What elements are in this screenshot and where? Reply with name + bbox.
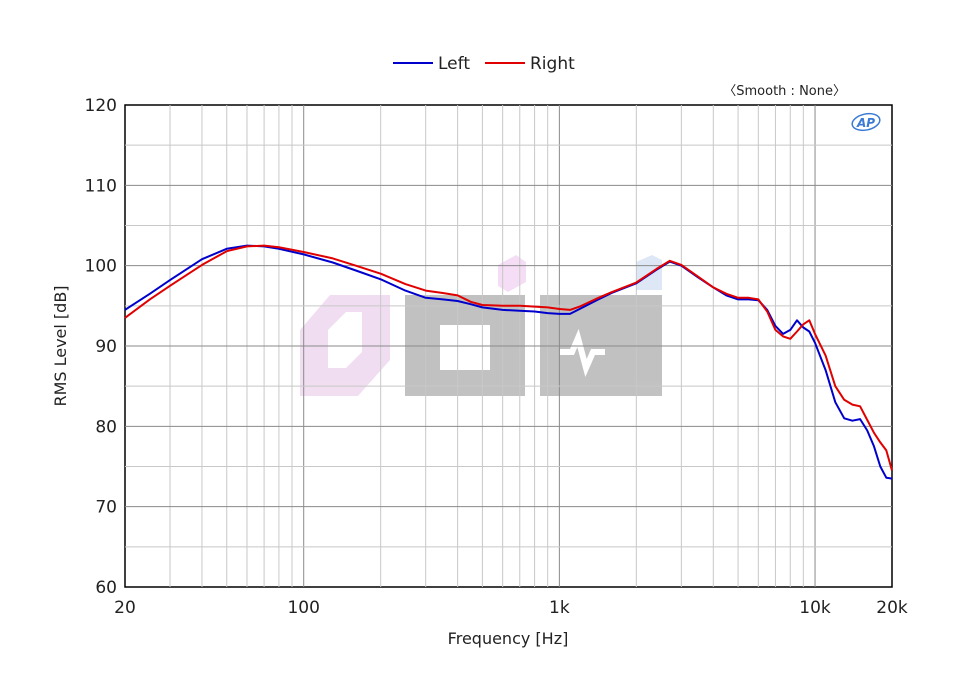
x-tick-label: 100 bbox=[287, 598, 319, 618]
x-tick-label: 20 bbox=[114, 598, 136, 618]
ap-logo: AP bbox=[851, 112, 881, 132]
ap-logo-text: AP bbox=[856, 116, 875, 130]
y-tick-label: 60 bbox=[95, 578, 117, 598]
y-tick-label: 70 bbox=[95, 498, 117, 518]
y-tick-label: 120 bbox=[85, 96, 117, 116]
y-tick-label: 100 bbox=[85, 257, 117, 277]
legend-label-right: Right bbox=[530, 54, 575, 74]
grid-lines bbox=[125, 105, 892, 587]
axis-ticks: 20 100 1k 10k 20k 60 70 80 90 100 110 120 bbox=[85, 96, 908, 618]
legend-label-left: Left bbox=[438, 54, 470, 74]
legend: Left Right bbox=[393, 54, 575, 74]
y-tick-label: 80 bbox=[95, 417, 117, 437]
x-tick-label: 10k bbox=[799, 598, 831, 618]
y-axis-label: RMS Level [dB] bbox=[51, 285, 70, 406]
series-layer bbox=[124, 244, 893, 480]
series-line-right bbox=[124, 244, 893, 471]
smoothing-annotation: 〈Smooth : None〉 bbox=[723, 84, 846, 99]
watermark-logo bbox=[300, 255, 662, 396]
x-axis-label: Frequency [Hz] bbox=[448, 629, 569, 648]
y-tick-label: 90 bbox=[95, 337, 117, 357]
y-tick-label: 110 bbox=[85, 176, 117, 196]
x-tick-label: 20k bbox=[876, 598, 908, 618]
x-tick-label: 1k bbox=[549, 598, 570, 618]
